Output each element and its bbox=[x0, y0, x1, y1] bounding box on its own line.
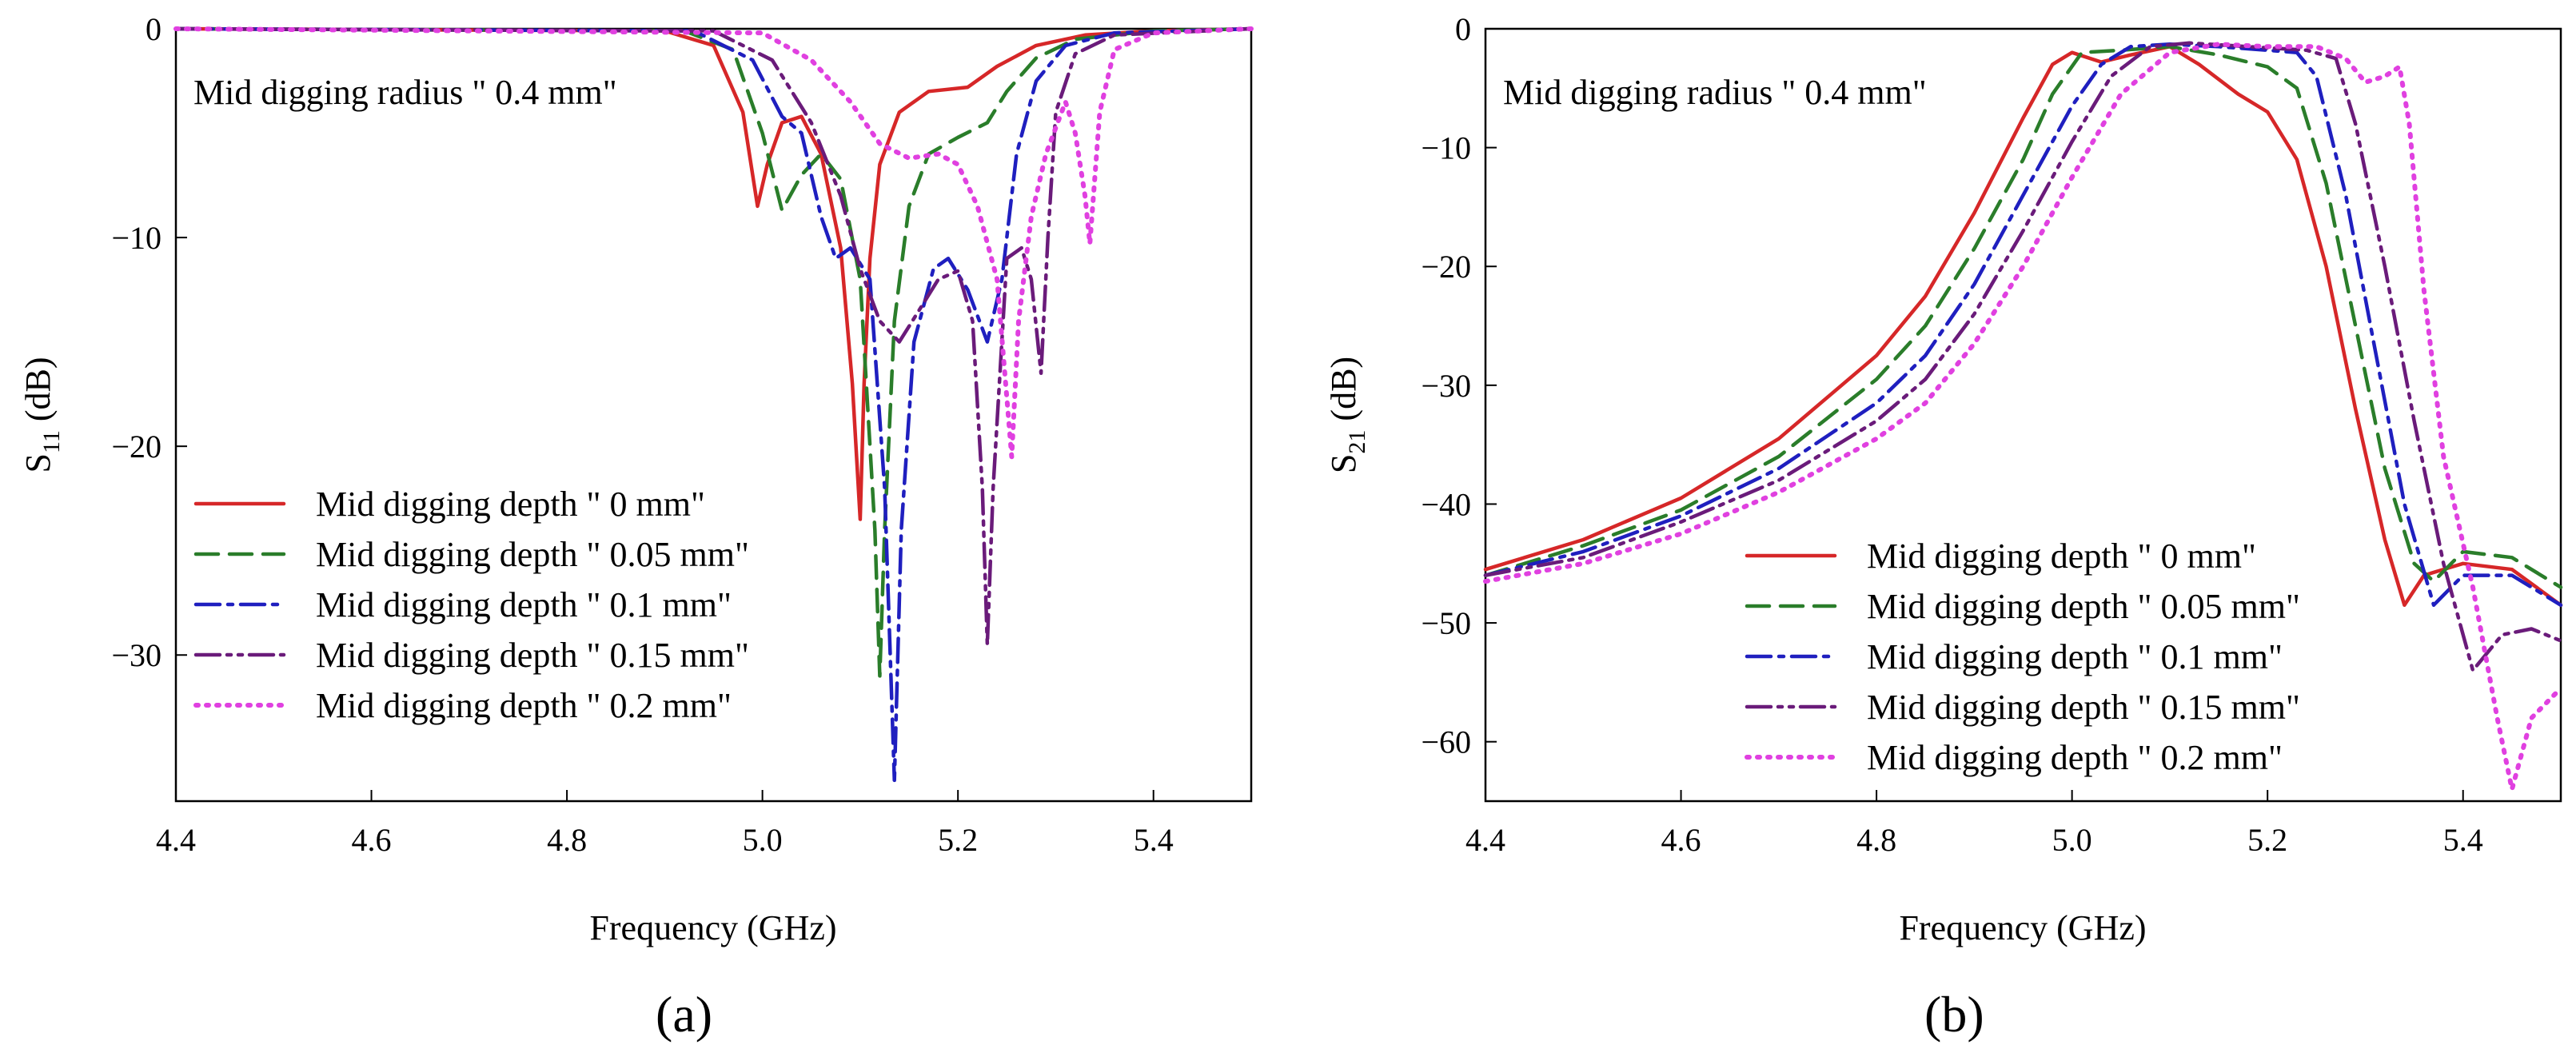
y-tick-label: −30 bbox=[1421, 368, 1471, 404]
x-tick-label: 5.4 bbox=[1134, 822, 1174, 858]
x-tick-label: 5.0 bbox=[2052, 822, 2092, 858]
x-tick-label: 4.4 bbox=[156, 822, 196, 858]
series-line-0 bbox=[173, 26, 1254, 521]
series-line-3 bbox=[1483, 41, 2563, 672]
y-tick-label: −10 bbox=[111, 220, 161, 256]
series-line-4 bbox=[1483, 42, 2563, 792]
y-tick-label: −30 bbox=[111, 637, 161, 673]
x-tick-label: 4.6 bbox=[1661, 822, 1701, 858]
y-tick-label: −40 bbox=[1421, 486, 1471, 522]
y-axis-ticks: 0 −10 −20 −30 −40 −50 −60 bbox=[1421, 11, 1497, 760]
legend: Mid digging depth " 0 mm" Mid digging dep… bbox=[193, 485, 749, 725]
legend-label-0: Mid digging depth " 0 mm" bbox=[316, 485, 705, 524]
y-tick-label: −50 bbox=[1421, 605, 1471, 641]
legend: Mid digging depth " 0 mm" Mid digging dep… bbox=[1745, 536, 2300, 777]
x-tick-label: 5.2 bbox=[2247, 822, 2287, 858]
legend-label-2: Mid digging depth " 0.1 mm" bbox=[1867, 637, 2283, 676]
series-lines bbox=[173, 26, 1254, 783]
y-tick-label: 0 bbox=[1455, 11, 1471, 47]
panel-label-a: (a) bbox=[656, 986, 712, 1043]
y-axis-ticks: 0 −10 −20 −30 bbox=[111, 11, 187, 673]
y-tick-label: −60 bbox=[1421, 724, 1471, 760]
series-line-1 bbox=[173, 26, 1254, 678]
y-axis-title-subscript: 11 bbox=[38, 430, 65, 453]
y-axis-title: S21 (dB) bbox=[1324, 357, 1370, 473]
plot-area-frame bbox=[1484, 27, 2562, 803]
series-line-1 bbox=[1483, 45, 2563, 589]
x-axis-title: Frequency (GHz) bbox=[1899, 908, 2146, 947]
plot-area-frame bbox=[174, 27, 1253, 803]
legend-label-3: Mid digging depth " 0.15 mm" bbox=[316, 636, 749, 675]
series-line-2 bbox=[173, 26, 1254, 783]
series-line-3 bbox=[173, 26, 1254, 647]
chart-s21: 0 −10 −20 −30 −40 −50 −60 4.4 4.6 4.8 5.0 5.2 5.4 M… bbox=[1324, 11, 2563, 1043]
series-lines bbox=[1483, 41, 2563, 792]
y-axis-title-subscript: 21 bbox=[1344, 430, 1370, 454]
legend-label-3: Mid digging depth " 0.15 mm" bbox=[1867, 688, 2300, 727]
x-axis-ticks: 4.4 4.6 4.8 5.0 5.2 5.4 bbox=[156, 790, 1174, 858]
legend-label-0: Mid digging depth " 0 mm" bbox=[1867, 536, 2256, 576]
legend-label-4: Mid digging depth " 0.2 mm" bbox=[316, 686, 732, 725]
legend-label-1: Mid digging depth " 0.05 mm" bbox=[1867, 587, 2300, 626]
x-tick-label: 4.8 bbox=[1856, 822, 1896, 858]
legend-label-1: Mid digging depth " 0.05 mm" bbox=[316, 535, 749, 574]
x-tick-label: 5.4 bbox=[2443, 822, 2483, 858]
y-tick-label: −20 bbox=[111, 429, 161, 465]
x-tick-label: 5.2 bbox=[938, 822, 978, 858]
annotation-radius: Mid digging radius " 0.4 mm" bbox=[193, 73, 617, 112]
x-tick-label: 4.6 bbox=[352, 822, 392, 858]
panel-label-b: (b) bbox=[1924, 986, 1984, 1043]
legend-label-2: Mid digging depth " 0.1 mm" bbox=[316, 585, 732, 624]
y-tick-label: 0 bbox=[146, 11, 161, 47]
y-axis-title-main: S bbox=[18, 453, 58, 473]
legend-label-4: Mid digging depth " 0.2 mm" bbox=[1867, 738, 2283, 777]
series-line-4 bbox=[173, 26, 1254, 460]
x-tick-label: 4.4 bbox=[1465, 822, 1505, 858]
annotation-radius: Mid digging radius " 0.4 mm" bbox=[1503, 73, 1927, 112]
x-tick-label: 5.0 bbox=[743, 822, 783, 858]
y-axis-title: S11 (dB) bbox=[18, 357, 65, 473]
x-axis-title: Frequency (GHz) bbox=[589, 908, 836, 947]
y-tick-label: −10 bbox=[1421, 130, 1471, 166]
y-axis-title-unit: (dB) bbox=[1324, 357, 1363, 430]
chart-s11: 0 −10 −20 −30 4.4 4.6 4.8 5.0 5.2 5.4 Mid diggin… bbox=[18, 11, 1254, 1043]
y-axis-title-unit: (dB) bbox=[18, 357, 58, 430]
x-axis-ticks: 4.4 4.6 4.8 5.0 5.2 5.4 bbox=[1465, 790, 2483, 858]
y-tick-label: −20 bbox=[1421, 249, 1471, 285]
x-tick-label: 4.8 bbox=[547, 822, 587, 858]
y-axis-title-main: S bbox=[1324, 454, 1363, 473]
